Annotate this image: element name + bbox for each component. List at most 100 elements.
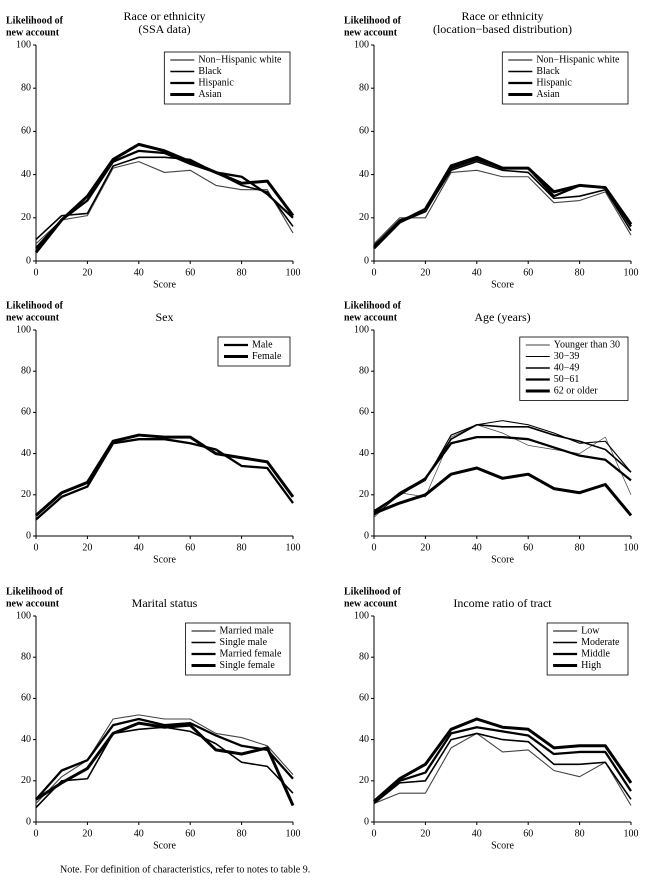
y-tick-label: 40 <box>21 734 31 745</box>
legend-label: Moderate <box>581 637 620 648</box>
legend-label: Married male <box>220 625 275 636</box>
series-line <box>35 714 294 804</box>
y-tick-label: 20 <box>359 489 369 500</box>
series-line <box>373 420 632 516</box>
x-tick-label: 100 <box>286 542 301 553</box>
x-tick-label: 20 <box>420 267 430 278</box>
y-tick-label: 20 <box>21 489 31 500</box>
y-tick-label: 100 <box>16 39 31 50</box>
legend-label: Middle <box>581 648 610 659</box>
y-axis-label: new account <box>6 312 60 323</box>
y-tick-label: 60 <box>21 126 31 137</box>
y-tick-label: 80 <box>21 82 31 93</box>
y-axis-label: Likelihood of <box>344 300 402 311</box>
legend-label: 50−61 <box>554 374 580 385</box>
x-tick-label: 100 <box>624 267 639 278</box>
legend-label: Female <box>252 351 282 362</box>
x-tick-label: 0 <box>34 542 39 553</box>
x-tick-label: 20 <box>82 828 92 839</box>
x-axis-label: Score <box>153 840 176 851</box>
x-tick-label: 0 <box>372 542 377 553</box>
y-axis-label: new account <box>344 27 398 38</box>
x-tick-label: 20 <box>82 542 92 553</box>
x-tick-label: 100 <box>286 828 301 839</box>
legend-label: 30−39 <box>554 351 580 362</box>
y-tick-label: 80 <box>359 82 369 93</box>
x-tick-label: 60 <box>523 542 533 553</box>
series-line <box>34 142 295 254</box>
series-line <box>373 435 632 513</box>
y-tick-label: 80 <box>21 651 31 662</box>
series-line <box>35 438 294 521</box>
series-line <box>373 717 633 803</box>
legend-label: Asian <box>536 89 559 100</box>
y-tick-label: 80 <box>359 365 369 376</box>
y-tick-label: 60 <box>359 693 369 704</box>
y-tick-label: 60 <box>359 126 369 137</box>
legend-label: Hispanic <box>198 77 234 88</box>
y-tick-label: 80 <box>21 365 31 376</box>
series-line <box>35 161 294 245</box>
legend-label: 40−49 <box>554 362 580 373</box>
x-tick-label: 100 <box>286 267 301 278</box>
legend-box <box>217 336 291 367</box>
series-line <box>373 732 632 805</box>
y-tick-label: 40 <box>359 448 369 459</box>
legend-label: Black <box>198 66 221 77</box>
legend-label: Married female <box>220 648 282 659</box>
y-tick-label: 40 <box>359 734 369 745</box>
legend-label: Asian <box>198 89 221 100</box>
chart-title: Race or ethnicity <box>462 9 544 23</box>
series-line <box>35 433 295 517</box>
x-tick-label: 60 <box>523 828 533 839</box>
x-tick-label: 0 <box>34 267 39 278</box>
y-tick-label: 20 <box>359 212 369 223</box>
y-tick-label: 20 <box>359 775 369 786</box>
x-tick-label: 80 <box>237 267 247 278</box>
y-tick-label: 0 <box>26 816 31 827</box>
x-tick-label: 0 <box>372 828 377 839</box>
x-tick-label: 20 <box>420 828 430 839</box>
legend-label: 62 or older <box>554 385 599 396</box>
y-axis-label: Likelihood of <box>344 586 402 597</box>
y-tick-label: 100 <box>354 610 369 621</box>
y-axis-label: new account <box>344 312 398 323</box>
y-axis-label: new account <box>6 27 60 38</box>
legend-label: Single female <box>220 660 276 671</box>
y-axis-label: Likelihood of <box>6 300 64 311</box>
x-tick-label: 60 <box>185 542 195 553</box>
y-tick-label: 100 <box>354 39 369 50</box>
series-line <box>35 156 294 240</box>
x-tick-label: 40 <box>472 267 482 278</box>
x-axis-label: Score <box>491 279 514 290</box>
legend-label: Low <box>581 625 600 636</box>
y-axis-label: new account <box>344 598 398 609</box>
chart-title: Sex <box>156 310 174 324</box>
legend-label: Non−Hispanic white <box>198 54 282 65</box>
series-line <box>373 424 632 518</box>
x-tick-label: 80 <box>237 828 247 839</box>
series-line <box>372 155 633 250</box>
x-tick-label: 80 <box>575 828 585 839</box>
x-tick-label: 40 <box>472 542 482 553</box>
chart-title: Race or ethnicity <box>124 9 206 23</box>
chart-subtitle: (SSA data) <box>138 22 190 36</box>
x-axis-label: Score <box>153 554 176 565</box>
chart-title: Marital status <box>132 596 198 610</box>
x-tick-label: 100 <box>624 828 639 839</box>
series-line <box>373 466 633 517</box>
x-axis-label: Score <box>153 279 176 290</box>
x-tick-label: 60 <box>185 828 195 839</box>
series-line <box>35 149 294 249</box>
x-tick-label: 40 <box>134 267 144 278</box>
legend-label: Younger than 30 <box>554 339 620 350</box>
legend-label: Single male <box>220 637 268 648</box>
y-tick-label: 60 <box>359 407 369 418</box>
x-tick-label: 20 <box>420 542 430 553</box>
x-tick-label: 60 <box>185 267 195 278</box>
